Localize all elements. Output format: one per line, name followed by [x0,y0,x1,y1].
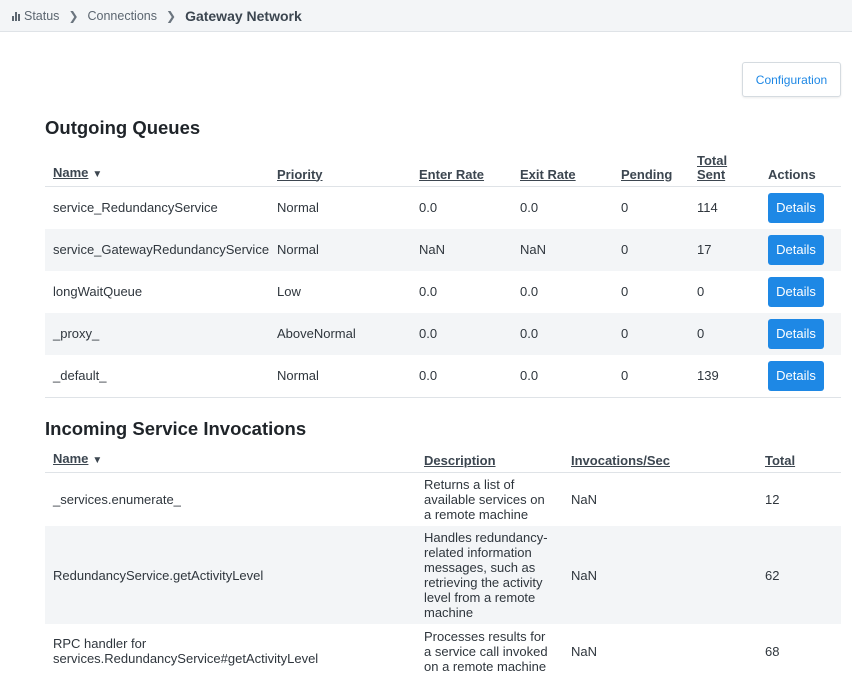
cell-rate: NaN [571,491,598,507]
cell-exit-rate: 0.0 [512,312,613,355]
col-name[interactable]: Name ▼ [45,448,416,473]
chevron-right-icon: ❯ [166,8,177,23]
details-button[interactable]: Details [768,192,824,223]
cell-actions: Details [760,354,841,398]
cell-name: RedundancyService.getActivityLevel [45,526,416,624]
cell-name: service_GatewayRedundancyService [45,228,269,271]
cell-priority: Low [277,284,301,299]
cell-actions: Details [760,271,841,313]
cell-description: Processes results for a service call inv… [424,628,548,674]
breadcrumb-status[interactable]: Status [24,8,60,23]
table-header-row: Name ▼ Description Invocations/Sec Total [45,448,841,473]
cell-priority: Normal [277,200,319,215]
table-row: service_GatewayRedundancyService Normal … [45,228,841,271]
table-row: service_RedundancyService Normal 0.0 0.0… [45,186,841,229]
table-row: longWaitQueue Low 0.0 0.0 0 0 Details [45,271,841,313]
breadcrumb-current: Gateway Network [185,7,302,24]
cell-actions: Details [760,312,841,355]
col-total-sent[interactable]: Total Sent [689,148,760,187]
table-row: RPC handler for services.RedundancyServi… [45,624,841,678]
cell-total: 12 [765,491,780,507]
breadcrumb: Status ❯ Connections ❯ Gateway Network [0,0,852,32]
cell-name: _proxy_ [45,312,269,355]
col-total[interactable]: Total [757,448,841,473]
cell-actions: Details [760,228,841,271]
cell-exit-rate: NaN [512,228,613,271]
cell-name: longWaitQueue [53,284,143,299]
cell-total-sent: 0 [689,312,760,355]
details-button[interactable]: Details [768,234,824,265]
cell-enter-rate: NaN [411,228,512,271]
details-button[interactable]: Details [768,360,824,391]
cell-enter-rate: 0.0 [411,312,512,355]
table-row: _services.enumerate_ Returns a list of a… [45,472,841,526]
col-name[interactable]: Name ▼ [45,148,269,187]
outgoing-queues-title: Outgoing Queues [45,117,201,138]
cell-exit-rate: 0.0 [520,200,539,215]
cell-rate: NaN [571,643,598,659]
cell-actions: Details [760,186,841,229]
details-button[interactable]: Details [768,276,824,307]
table-row: _proxy_ AboveNormal 0.0 0.0 0 0 Details [45,312,841,355]
col-enter-rate[interactable]: Enter Rate [411,148,512,187]
cell-name: service_RedundancyService [53,200,218,215]
chevron-right-icon: ❯ [68,8,79,23]
outgoing-queues-table: Name ▼ Priority Enter Rate Exit Rate Pend… [45,148,841,398]
breadcrumb-connections[interactable]: Connections [87,8,158,23]
cell-priority: AboveNormal [269,312,411,355]
cell-pending: 0 [613,312,689,355]
cell-name: _default_ [45,354,269,398]
cell-total: 62 [757,526,841,624]
table-row: RedundancyService.getActivityLevel Handl… [45,526,841,624]
cell-total-sent: 17 [689,228,760,271]
incoming-invocations-title: Incoming Service Invocations [45,418,307,439]
cell-total: 68 [765,643,780,659]
sort-desc-icon: ▼ [92,168,103,180]
cell-pending: 0 [621,284,629,299]
cell-enter-rate: 0.0 [419,200,438,215]
cell-exit-rate: 0.0 [520,284,539,299]
table-row: _default_ Normal 0.0 0.0 0 139 Details [45,354,841,398]
table-header-row: Name ▼ Priority Enter Rate Exit Rate Pend… [45,148,841,187]
cell-name: _services.enumerate_ [53,491,181,507]
cell-enter-rate: 0.0 [419,284,438,299]
details-button[interactable]: Details [768,318,824,349]
col-actions: Actions [760,148,841,187]
col-description[interactable]: Description [416,448,563,473]
col-exit-rate[interactable]: Exit Rate [512,148,613,187]
cell-description: Handles redundancy-related information m… [416,526,563,624]
col-pending[interactable]: Pending [613,148,689,187]
cell-name: RPC handler for services.RedundancyServi… [53,636,319,666]
configuration-button[interactable]: Configuration [742,62,841,97]
cell-pending: 0 [613,354,689,398]
cell-enter-rate: 0.0 [411,354,512,398]
cell-pending: 0 [613,228,689,271]
cell-pending: 0 [621,200,629,215]
cell-rate: NaN [563,526,757,624]
cell-total-sent: 114 [697,200,718,215]
cell-total-sent: 139 [689,354,760,398]
col-priority[interactable]: Priority [269,148,411,187]
cell-total-sent: 0 [697,284,705,299]
sort-desc-icon: ▼ [92,454,103,466]
cell-exit-rate: 0.0 [512,354,613,398]
col-invocations-per-sec[interactable]: Invocations/Sec [563,448,757,473]
cell-priority: Normal [269,228,411,271]
status-bars-icon [12,11,20,21]
cell-description: Returns a list of available services on … [424,476,545,522]
incoming-invocations-table: Name ▼ Description Invocations/Sec Total … [45,448,841,678]
cell-priority: Normal [269,354,411,398]
